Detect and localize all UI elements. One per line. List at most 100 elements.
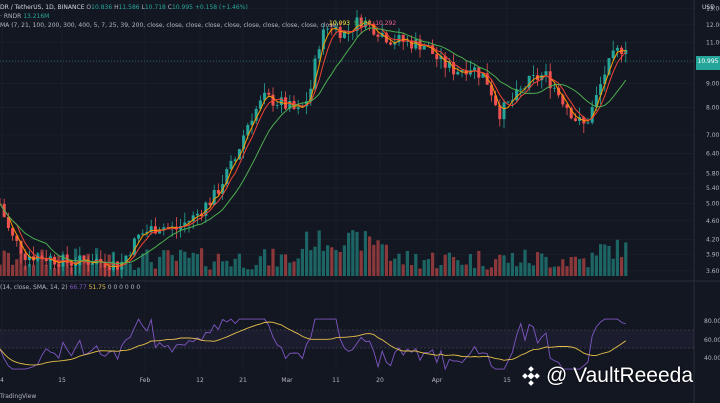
volume-bar [485,269,489,276]
volume-bar [250,269,254,276]
candle-body [456,71,460,75]
rsi-header[interactable]: (14, close, SMA, 14, 2) 66.77 51.75 0 0 … [0,284,140,292]
volume-bar [380,244,384,276]
volume-bar [338,251,342,276]
candle-body [368,20,372,24]
candle-body [15,235,19,241]
volume-bar [242,267,246,276]
candle-body [162,227,166,230]
candle-body [376,34,380,37]
volume-bar [393,258,397,276]
candle-body [250,120,254,126]
volume-bar [288,262,292,276]
volume-bar [376,240,380,276]
candle-body [0,203,2,205]
currency-label: USD [702,4,715,11]
candle-body [124,255,128,262]
candle-body [603,74,607,85]
time-tick-label: 12 [196,377,204,384]
volume-bar [527,263,531,276]
volume-bar [439,264,443,276]
volume-bar [216,253,220,276]
rsi-line [0,317,626,371]
volume-bar [582,258,586,276]
volume-bar [443,254,447,276]
candle-body [246,125,250,136]
candle-body [296,107,300,109]
volume-bar [53,268,57,276]
candle-body [11,228,15,236]
candle-body [195,213,199,216]
volume-bar [0,264,2,276]
volume-bar [326,245,330,276]
candle-body [321,29,325,50]
symbol-pair[interactable]: DR / TetherUS, 1D, BINANCE [0,4,85,11]
candle-body [254,108,258,121]
candle-body [183,222,187,227]
volume-bar [296,258,300,276]
volume-bar [536,252,540,276]
candle-body [212,190,216,206]
volume-bar [191,252,195,276]
time-tick-label: 15 [503,377,511,384]
volume-bar [141,253,145,276]
candle-body [531,75,535,76]
volume-bar [292,261,296,276]
volume-bar [590,252,594,276]
volume-bar [254,264,258,276]
time-tick-label: 11 [332,377,340,384]
candle-body [502,102,506,120]
volume-bar [2,250,6,276]
volume-bar [11,264,15,276]
volume-bar [510,253,514,276]
ma-value-1: 10.093 [329,20,350,27]
volume-bar [107,254,111,276]
volume-bar [149,262,153,276]
candle-body [565,104,569,108]
candle-body [137,234,141,239]
candle-body [275,104,279,106]
volume-label: · RNDR [0,13,22,20]
symbol-header[interactable]: DR / TetherUS, 1D, BINANCE O10.836 H11.5… [0,4,248,12]
volume-bar [158,256,162,276]
candle-body [258,100,262,109]
volume-bar [44,264,48,276]
volume-bar [284,254,288,276]
candle-body [187,221,191,223]
volume-bar [208,269,212,276]
candle-body [191,215,195,222]
ohlc-high: H11.586 [114,4,140,11]
rsi-tick-label: 40.00 [704,355,720,362]
volume-header[interactable]: · RNDR 13.216M [0,13,49,21]
watermark-text: @ VaultReeeda [546,364,694,387]
price-tick-label: 5.40 [706,185,720,192]
volume-bar [300,248,304,276]
candle-body [498,105,502,120]
volume-bar [355,231,359,276]
volume-bar [204,266,208,276]
moving-averages [0,21,627,268]
volume-bar [544,256,548,276]
volume-bar [221,261,225,276]
candle-body [410,40,414,49]
candle-body [401,35,405,42]
volume-bar [594,255,598,276]
tradingview-brand: TradingView [0,393,37,400]
volume-bar [65,260,69,276]
volume-bar [611,258,615,276]
ma-header[interactable]: MA (7, 21, 100, 200, 300, 400, 5, 7, 25,… [0,22,338,30]
volume-bar [573,256,577,276]
candle-body [557,87,561,96]
volume-bar [620,257,624,276]
rsi-axis: 80.00 60.00 40.00 [704,318,720,362]
price-tick-label: 5.00 [706,201,720,208]
volume-bar [468,254,472,276]
volume-bar [515,266,519,276]
candle-body [279,97,283,105]
volume-bar [305,231,309,276]
candle-body [40,255,44,259]
volume-bar [561,259,565,276]
rsi-band [0,330,694,348]
candle-body [515,89,519,101]
